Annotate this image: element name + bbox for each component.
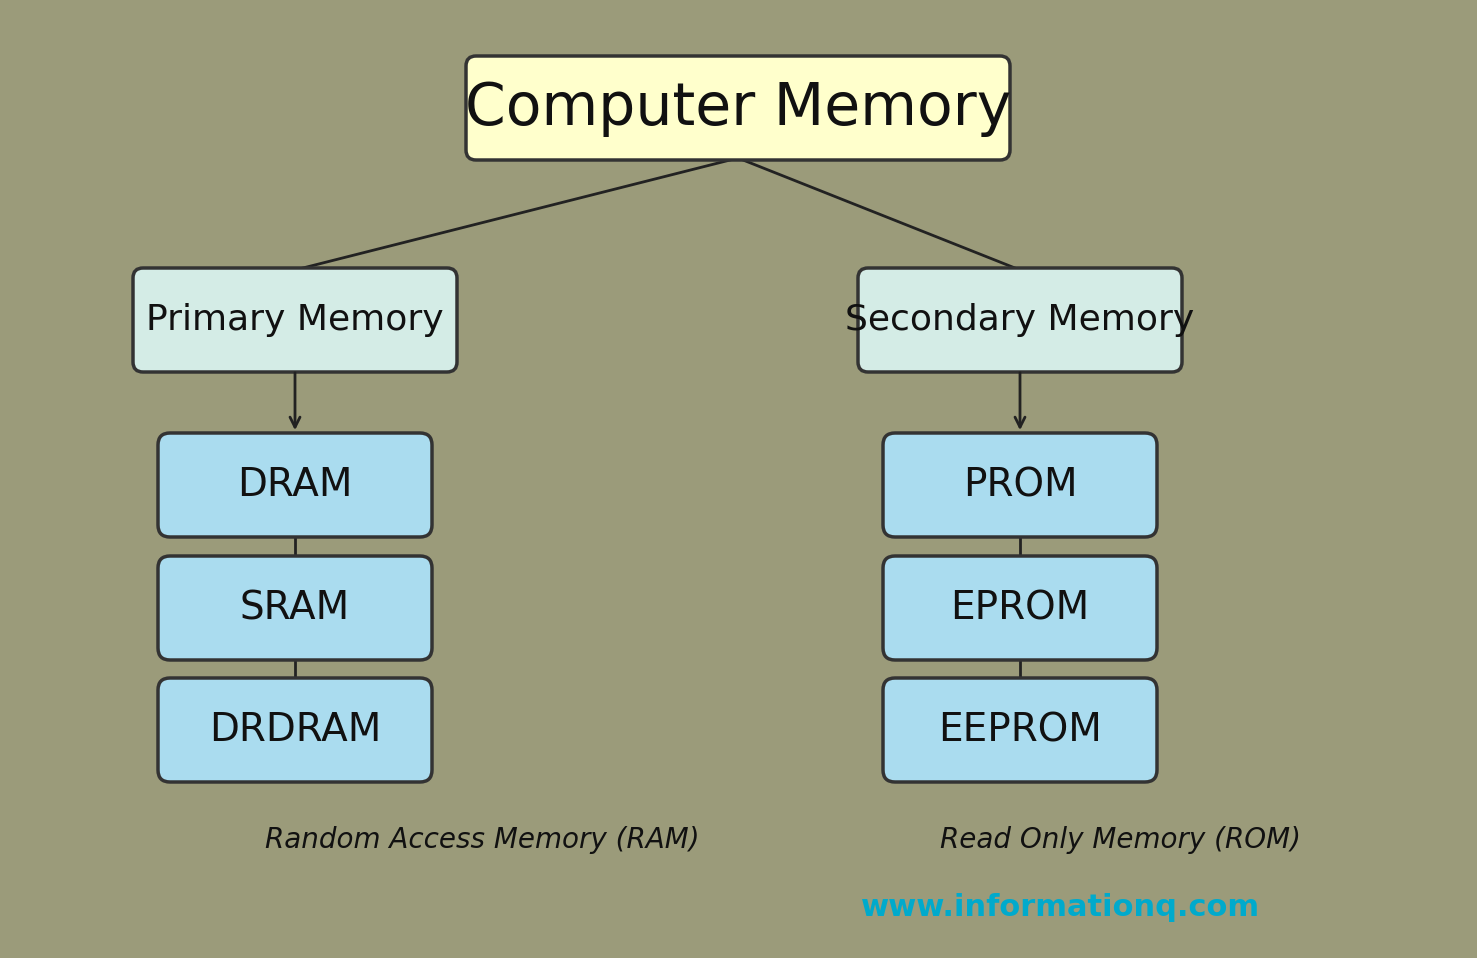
Text: PROM: PROM (963, 466, 1077, 504)
FancyBboxPatch shape (467, 56, 1010, 160)
FancyBboxPatch shape (883, 556, 1156, 660)
FancyBboxPatch shape (858, 268, 1182, 372)
Text: EEPROM: EEPROM (938, 711, 1102, 749)
Text: Secondary Memory: Secondary Memory (845, 303, 1195, 337)
Text: Random Access Memory (RAM): Random Access Memory (RAM) (264, 826, 700, 854)
Text: Primary Memory: Primary Memory (146, 303, 443, 337)
Text: DRAM: DRAM (238, 466, 353, 504)
FancyBboxPatch shape (158, 678, 431, 782)
FancyBboxPatch shape (133, 268, 456, 372)
FancyBboxPatch shape (158, 556, 431, 660)
FancyBboxPatch shape (158, 433, 431, 537)
Text: DRDRAM: DRDRAM (208, 711, 381, 749)
FancyBboxPatch shape (883, 678, 1156, 782)
Text: Computer Memory: Computer Memory (465, 80, 1012, 136)
FancyBboxPatch shape (883, 433, 1156, 537)
Text: EPROM: EPROM (950, 589, 1090, 627)
Text: Read Only Memory (ROM): Read Only Memory (ROM) (939, 826, 1301, 854)
Text: SRAM: SRAM (239, 589, 350, 627)
Text: www.informationq.com: www.informationq.com (861, 894, 1260, 923)
